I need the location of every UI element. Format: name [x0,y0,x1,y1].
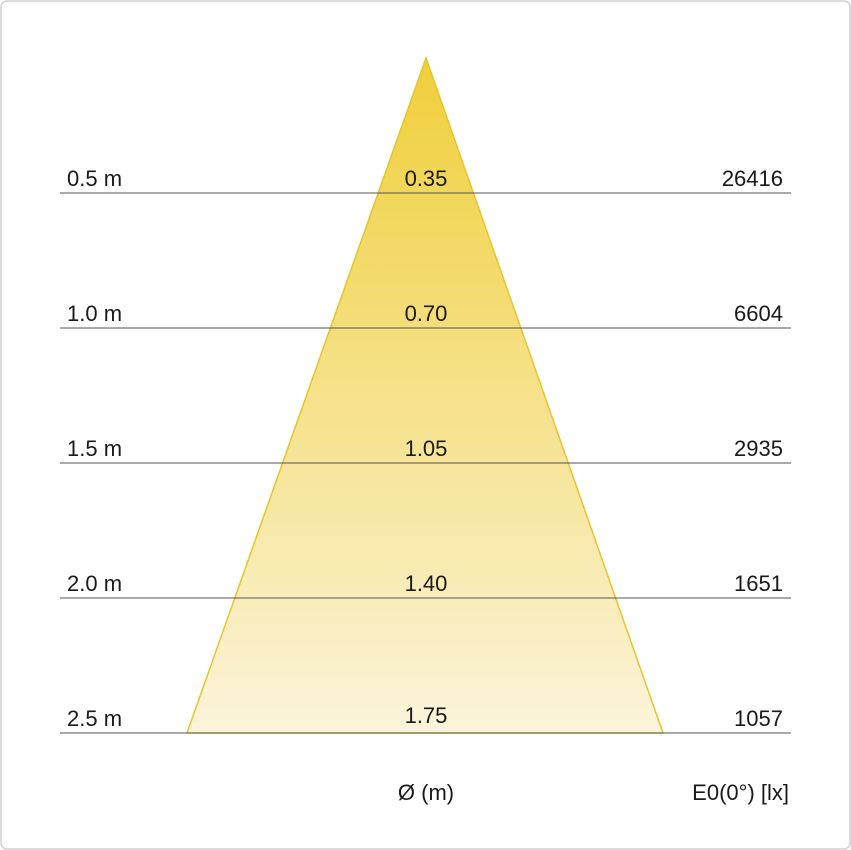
distance: 1.5 m [67,436,122,461]
illuminance: 2935 [734,436,783,461]
illuminance: 1651 [734,571,783,596]
diameter: 1.40 [405,571,448,596]
illuminance: 6604 [734,301,783,326]
illuminance: 26416 [722,166,783,191]
diameter: 1.05 [405,436,448,461]
diameter: 0.35 [405,166,448,191]
distance: 2.0 m [67,571,122,596]
distance: 0.5 m [67,166,122,191]
distance: 1.0 m [67,301,122,326]
distance: 2.5 m [67,706,122,731]
diameter-label: Ø (m) [398,780,454,805]
illuminance: 1057 [734,706,783,731]
illuminance-label: E0(0°) [lx] [692,780,789,805]
diameter: 0.70 [405,301,448,326]
diameter: 1.75 [405,703,448,728]
